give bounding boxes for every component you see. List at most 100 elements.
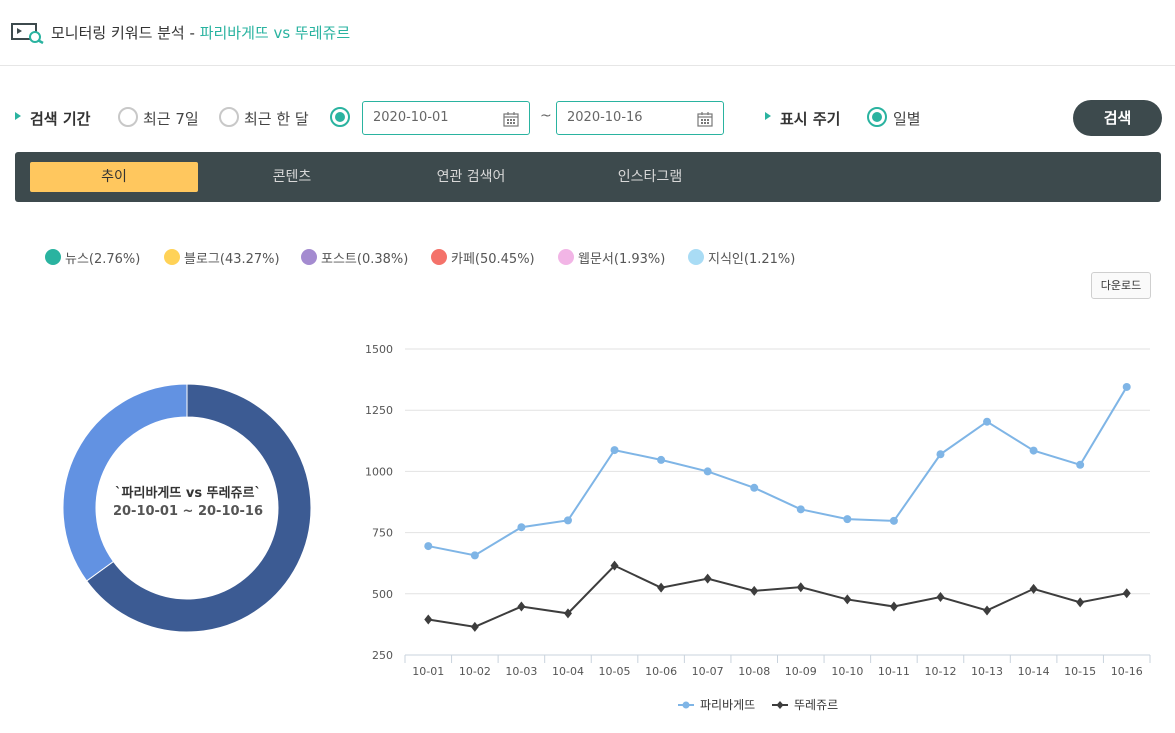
- donut-center-label: `파리바게뜨 vs 뚜레쥬르` 20-10-01 ~ 20-10-16: [88, 482, 288, 519]
- x-tick-label: 10-01: [412, 665, 444, 678]
- data-point[interactable]: [796, 505, 805, 514]
- x-tick-label: 10-04: [552, 665, 584, 678]
- data-point[interactable]: [843, 594, 852, 605]
- radio-daily-label[interactable]: 일별: [893, 110, 921, 128]
- radio-recent-7days[interactable]: [118, 107, 138, 127]
- data-point[interactable]: [889, 516, 898, 525]
- display-cycle-label: 표시 주기: [780, 110, 841, 128]
- data-point[interactable]: [657, 582, 666, 593]
- x-tick-label: 10-07: [692, 665, 724, 678]
- y-tick-label: 250: [372, 649, 393, 662]
- x-tick-label: 10-15: [1064, 665, 1096, 678]
- data-point[interactable]: [843, 515, 852, 524]
- search-filter-row: 검색 기간 최근 7일 최근 한 달 ~ 표시 주기 일별 검색: [0, 100, 1175, 136]
- tab-trend[interactable]: 추이: [30, 162, 198, 192]
- analysis-tab-bar: 추이 콘텐츠 연관 검색어 인스타그램: [15, 152, 1161, 202]
- data-point[interactable]: [1122, 588, 1131, 599]
- bullet-arrow-icon: [765, 112, 771, 120]
- data-point[interactable]: [1076, 460, 1085, 469]
- legend-dot: [301, 249, 317, 265]
- data-point[interactable]: [750, 483, 759, 492]
- radio-recent-month[interactable]: [219, 107, 239, 127]
- series-line: [428, 564, 1127, 628]
- title-prefix: 모니터링 키워드 분석 -: [51, 24, 200, 42]
- data-point[interactable]: [1029, 583, 1038, 594]
- radio-daily[interactable]: [867, 107, 887, 127]
- legend-label: 카페(50.45%): [451, 252, 535, 267]
- legend-dot: [431, 249, 447, 265]
- end-date-field[interactable]: [556, 101, 724, 135]
- start-date-field[interactable]: [362, 101, 530, 135]
- data-point[interactable]: [1122, 382, 1131, 391]
- data-point[interactable]: [703, 573, 712, 584]
- y-tick-label: 750: [372, 527, 393, 540]
- data-point[interactable]: [470, 621, 479, 632]
- y-tick-label: 1500: [365, 343, 393, 356]
- share-donut-chart: [62, 383, 312, 633]
- legend-series-label[interactable]: 파리바게뜨: [700, 698, 755, 712]
- trend-line-chart: 250 500 750 1000 1250 1500 10-01 10-02 10-03 10-0…: [365, 343, 1151, 712]
- data-point[interactable]: [563, 516, 572, 525]
- x-tick-label: 10-10: [831, 665, 863, 678]
- data-point[interactable]: [936, 450, 945, 459]
- search-button[interactable]: 검색: [1073, 100, 1162, 136]
- data-point[interactable]: [470, 551, 479, 560]
- data-point[interactable]: [703, 467, 712, 476]
- x-tick-label: 10-02: [459, 665, 491, 678]
- data-point[interactable]: [1029, 446, 1038, 455]
- legend-label: 웹문서(1.93%): [578, 252, 666, 267]
- x-tick-label: 10-13: [971, 665, 1003, 678]
- search-period-label: 검색 기간: [30, 110, 91, 128]
- data-point[interactable]: [983, 417, 992, 426]
- tab-related-keywords[interactable]: 연관 검색어: [436, 169, 506, 185]
- page-title: 모니터링 키워드 분석 - 파리바게뜨 vs 뚜레쥬르: [51, 22, 350, 43]
- data-point[interactable]: [796, 582, 805, 593]
- radio-custom-range[interactable]: [330, 107, 350, 127]
- radio-recent-month-label[interactable]: 최근 한 달: [244, 110, 309, 128]
- download-button[interactable]: 다운로드: [1091, 272, 1151, 299]
- legend-label: 지식인(1.21%): [708, 252, 796, 267]
- x-tick-label: 10-05: [599, 665, 631, 678]
- data-point[interactable]: [936, 591, 945, 602]
- x-tick-label: 10-16: [1111, 665, 1143, 678]
- radio-recent-7days-label[interactable]: 최근 7일: [143, 110, 199, 128]
- calendar-icon[interactable]: [503, 111, 519, 127]
- legend-dot: [688, 249, 704, 265]
- donut-title: `파리바게뜨 vs 뚜레쥬르`: [115, 486, 261, 501]
- date-range-separator: ~: [540, 108, 552, 124]
- y-tick-label: 500: [372, 588, 393, 601]
- legend-dot: [164, 249, 180, 265]
- data-point[interactable]: [424, 542, 433, 551]
- y-tick-label: 1000: [365, 465, 393, 478]
- legend-dot: [45, 249, 61, 265]
- data-point[interactable]: [983, 605, 992, 616]
- data-point[interactable]: [563, 608, 572, 619]
- start-date-input[interactable]: [373, 110, 493, 125]
- y-tick-label: 1250: [365, 404, 393, 417]
- data-point[interactable]: [517, 601, 526, 612]
- x-tick-label: 10-03: [505, 665, 537, 678]
- data-point[interactable]: [424, 614, 433, 625]
- legend-marker: [682, 701, 690, 709]
- end-date-input[interactable]: [567, 110, 687, 125]
- legend-marker: [776, 701, 784, 709]
- x-tick-label: 10-09: [785, 665, 817, 678]
- legend-label: 뉴스(2.76%): [65, 252, 141, 267]
- data-point[interactable]: [610, 560, 619, 571]
- data-point[interactable]: [517, 523, 526, 532]
- tab-contents[interactable]: 콘텐츠: [272, 169, 312, 185]
- donut-segment: [85, 383, 312, 633]
- data-point[interactable]: [889, 601, 898, 612]
- data-point[interactable]: [657, 455, 666, 464]
- calendar-icon[interactable]: [697, 111, 713, 127]
- x-tick-label: 10-08: [738, 665, 770, 678]
- data-point[interactable]: [1076, 597, 1085, 608]
- title-keywords: 파리바게뜨 vs 뚜레쥬르: [199, 24, 351, 42]
- data-point[interactable]: [610, 446, 619, 455]
- donut-date-range: 20-10-01 ~ 20-10-16: [112, 504, 264, 519]
- legend-series-label[interactable]: 뚜레쥬르: [794, 698, 838, 712]
- page-header: 모니터링 키워드 분석 - 파리바게뜨 vs 뚜레쥬르: [0, 0, 1175, 66]
- x-tick-label: 10-14: [1018, 665, 1050, 678]
- data-point[interactable]: [750, 585, 759, 596]
- tab-instagram[interactable]: 인스타그램: [617, 169, 683, 185]
